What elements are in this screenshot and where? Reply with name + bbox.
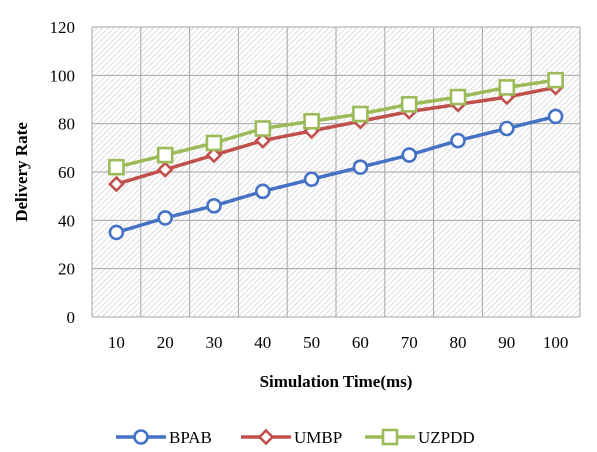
series-uzpdd xyxy=(108,71,564,176)
legend-label: UMBP xyxy=(294,428,342,447)
y-tick-label: 40 xyxy=(58,211,75,230)
legend-marker xyxy=(133,429,149,445)
data-point xyxy=(303,112,320,130)
data-point xyxy=(352,105,369,123)
x-tick-label: 60 xyxy=(352,333,369,352)
y-axis-ticks: 0 20 40 60 80 100 120 xyxy=(50,18,76,327)
data-point xyxy=(449,88,467,106)
data-point xyxy=(498,120,515,137)
series-line xyxy=(115,114,557,235)
data-point xyxy=(156,146,174,164)
y-tick-label: 100 xyxy=(50,66,76,85)
x-tick-label: 10 xyxy=(108,333,125,352)
x-tick-label: 70 xyxy=(401,333,418,352)
x-tick-label: 20 xyxy=(157,333,174,352)
legend: BPAB UMBP UZPDD xyxy=(116,428,475,447)
x-tick-label: 50 xyxy=(303,333,320,352)
data-point xyxy=(352,159,369,175)
data-point xyxy=(498,79,516,96)
x-tick-label: 30 xyxy=(206,333,223,352)
legend-label: UZPDD xyxy=(418,428,475,447)
x-tick-label: 40 xyxy=(254,333,271,352)
data-point xyxy=(547,71,564,89)
data-point xyxy=(108,158,125,176)
y-tick-label: 0 xyxy=(67,308,76,327)
legend-item-uzpdd: UZPDD xyxy=(365,428,475,447)
y-tick-label: 60 xyxy=(58,163,75,182)
data-point xyxy=(400,96,418,113)
x-tick-label: 100 xyxy=(543,333,569,352)
data-point xyxy=(156,161,174,178)
data-point xyxy=(205,134,223,152)
data-point xyxy=(157,210,173,226)
legend-item-bpab: BPAB xyxy=(116,428,212,447)
data-point xyxy=(206,198,222,214)
x-tick-label: 80 xyxy=(450,333,467,352)
data-point xyxy=(303,171,320,188)
y-tick-label: 80 xyxy=(58,115,75,134)
series-line xyxy=(115,78,556,169)
y-tick-label: 120 xyxy=(50,18,76,37)
gridlines xyxy=(91,26,581,318)
legend-label: BPAB xyxy=(169,428,212,447)
data-point xyxy=(108,175,125,193)
x-axis-title: Simulation Time(ms) xyxy=(260,372,413,391)
x-tick-label: 90 xyxy=(498,333,515,352)
data-point xyxy=(254,183,271,200)
y-tick-label: 20 xyxy=(58,260,75,279)
series-bpab xyxy=(108,108,564,241)
data-point xyxy=(547,108,564,125)
x-axis-ticks: 10 20 30 40 50 60 70 80 90 100 xyxy=(108,333,568,352)
data-point xyxy=(401,147,418,163)
series-line xyxy=(115,85,556,186)
legend-marker xyxy=(257,428,275,446)
data-point xyxy=(254,132,272,149)
data-point xyxy=(450,132,466,149)
legend-marker xyxy=(381,428,399,446)
legend-item-umbp: UMBP xyxy=(241,428,342,447)
data-series xyxy=(108,71,564,241)
data-point xyxy=(205,146,223,164)
data-point xyxy=(254,120,272,137)
y-axis-title: Delivery Rate xyxy=(12,122,31,222)
data-point xyxy=(108,224,125,241)
